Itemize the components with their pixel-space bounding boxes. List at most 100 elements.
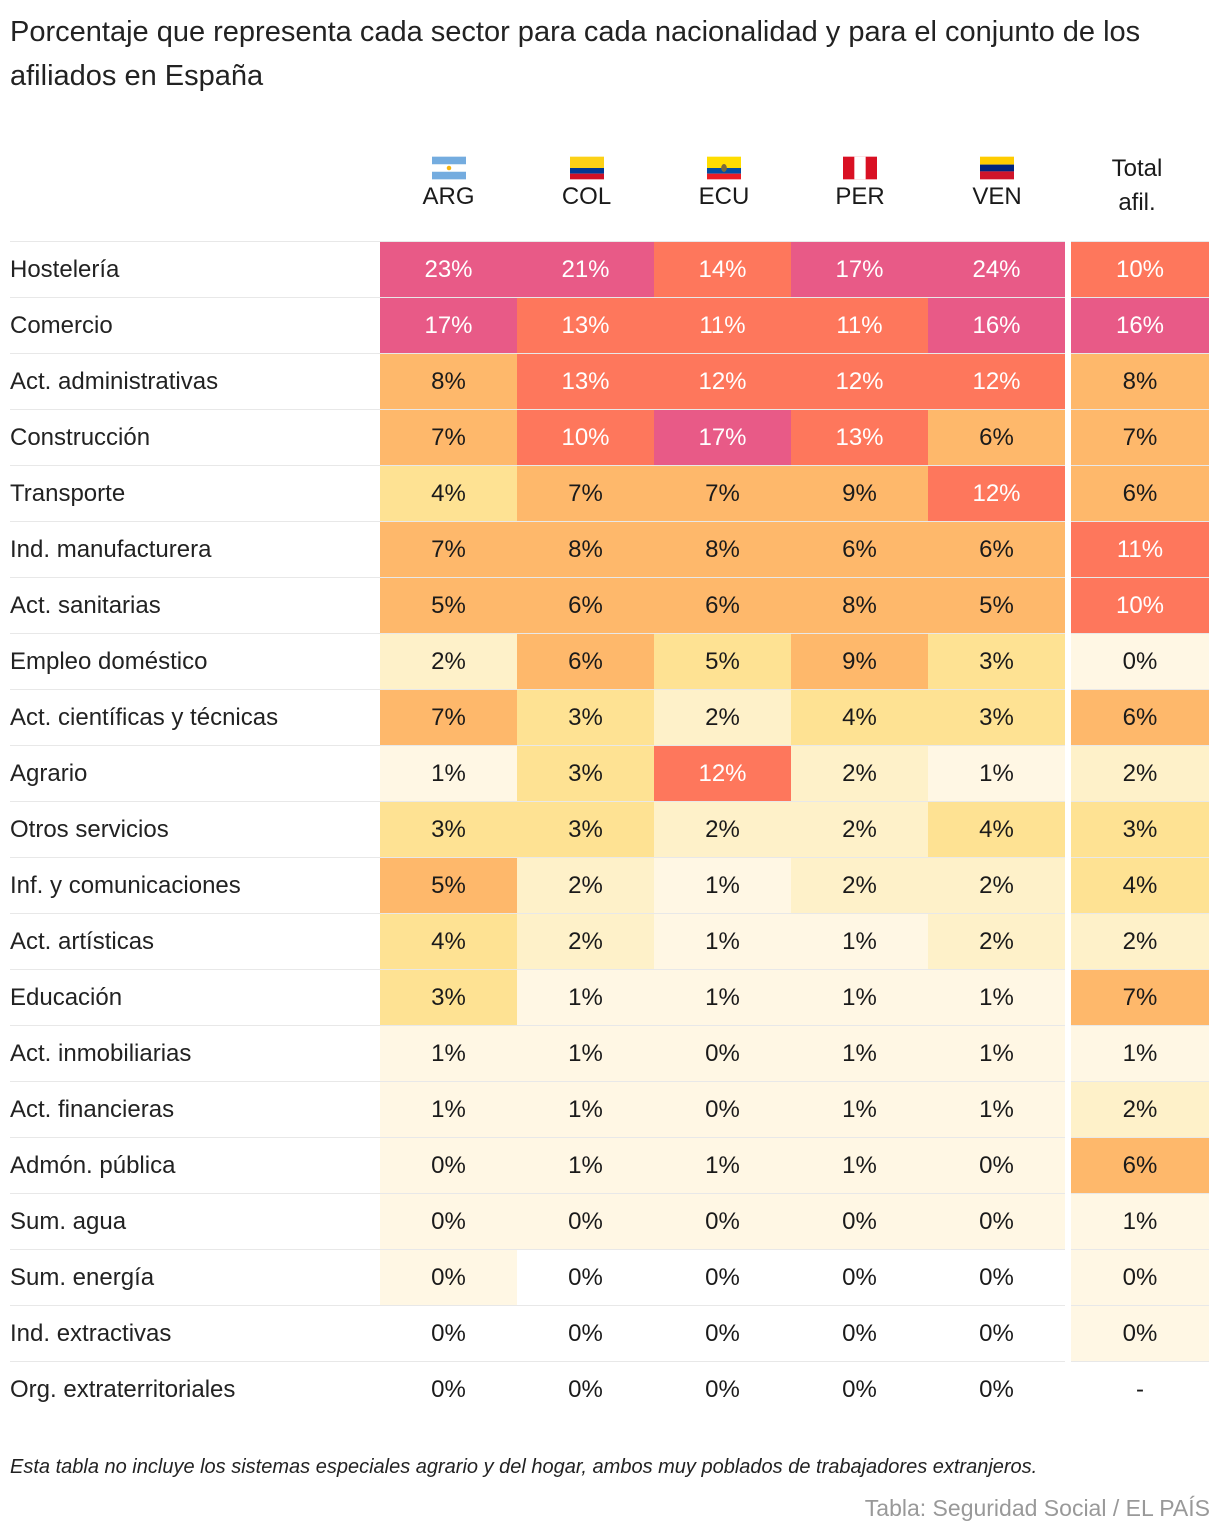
sector-table: Hostelería 23% 21% 14% 17% 24% 10% Comercio 17% 1…: [10, 241, 1209, 1417]
value-cell: 0%: [928, 1193, 1065, 1250]
value-cell: 5%: [654, 633, 791, 690]
total-cell: -: [1071, 1361, 1209, 1417]
value-cell: 0%: [791, 1193, 928, 1250]
value-cell: 0%: [928, 1361, 1065, 1417]
table-row: Hostelería 23% 21% 14% 17% 24% 10%: [10, 241, 1209, 298]
table-row: Act. científicas y técnicas 7% 3% 2% 4% 3% 6%: [10, 689, 1209, 746]
table-row: Act. inmobiliarias 1% 1% 0% 1% 1% 1%: [10, 1025, 1209, 1082]
value-cell: 2%: [517, 913, 654, 970]
sector-label: Act. inmobiliarias: [10, 1025, 380, 1082]
sector-label: Ind. extractivas: [10, 1305, 380, 1362]
sector-label: Educación: [10, 969, 380, 1026]
value-cell: 7%: [380, 521, 517, 578]
value-cell: 2%: [654, 689, 791, 746]
value-cell: 4%: [380, 913, 517, 970]
value-cell: 2%: [791, 857, 928, 914]
column-gap: [1065, 745, 1071, 802]
value-cell: 6%: [791, 521, 928, 578]
source-credit: Tabla: Seguridad Social / EL PAÍS: [864, 1495, 1210, 1521]
column-gap: [1065, 1249, 1071, 1306]
table-row: Ind. manufacturera 7% 8% 8% 6% 6% 11%: [10, 521, 1209, 578]
value-cell: 1%: [517, 1025, 654, 1082]
column-header-ecu: ECU: [656, 152, 792, 214]
sector-label: Act. sanitarias: [10, 577, 380, 634]
value-cell: 0%: [928, 1137, 1065, 1194]
value-cell: 0%: [517, 1249, 654, 1306]
column-gap: [1065, 577, 1071, 634]
total-cell: 8%: [1071, 353, 1209, 410]
value-cell: 12%: [654, 353, 791, 410]
value-cell: 6%: [654, 577, 791, 634]
total-cell: 6%: [1071, 465, 1209, 522]
value-cell: 0%: [380, 1305, 517, 1362]
value-cell: 12%: [791, 353, 928, 410]
total-cell: 10%: [1071, 577, 1209, 634]
value-cell: 6%: [517, 577, 654, 634]
value-cell: 0%: [654, 1249, 791, 1306]
value-cell: 2%: [791, 745, 928, 802]
value-cell: 0%: [517, 1305, 654, 1362]
value-cell: 0%: [791, 1305, 928, 1362]
value-cell: 12%: [928, 353, 1065, 410]
value-cell: 17%: [380, 297, 517, 354]
total-cell: 3%: [1071, 801, 1209, 858]
value-cell: 0%: [654, 1193, 791, 1250]
value-cell: 9%: [791, 465, 928, 522]
table-row: Empleo doméstico 2% 6% 5% 9% 3% 0%: [10, 633, 1209, 690]
total-cell: 16%: [1071, 297, 1209, 354]
table-row: Inf. y comunicaciones 5% 2% 1% 2% 2% 4%: [10, 857, 1209, 914]
table-row: Act. artísticas 4% 2% 1% 1% 2% 2%: [10, 913, 1209, 970]
value-cell: 21%: [517, 241, 654, 298]
column-gap: [1065, 1193, 1071, 1250]
table-row: Construcción 7% 10% 17% 13% 6% 7%: [10, 409, 1209, 466]
sector-label: Otros servicios: [10, 801, 380, 858]
value-cell: 5%: [928, 577, 1065, 634]
value-cell: 7%: [380, 689, 517, 746]
value-cell: 3%: [928, 689, 1065, 746]
column-gap: [1065, 465, 1071, 522]
value-cell: 1%: [517, 969, 654, 1026]
column-gap: [1065, 689, 1071, 746]
total-cell: 2%: [1071, 913, 1209, 970]
column-gap: [1065, 1361, 1071, 1417]
value-cell: 5%: [380, 577, 517, 634]
column-gap: [1065, 409, 1071, 466]
value-cell: 10%: [517, 409, 654, 466]
value-cell: 6%: [928, 521, 1065, 578]
table-row: Org. extraterritoriales 0% 0% 0% 0% 0% -: [10, 1361, 1209, 1417]
table-row: Comercio 17% 13% 11% 11% 16% 16%: [10, 297, 1209, 354]
value-cell: 12%: [654, 745, 791, 802]
table-row: Act. financieras 1% 1% 0% 1% 1% 2%: [10, 1081, 1209, 1138]
value-cell: 0%: [380, 1193, 517, 1250]
sector-label: Agrario: [10, 745, 380, 802]
value-cell: 4%: [380, 465, 517, 522]
sector-label: Org. extraterritoriales: [10, 1361, 380, 1417]
value-cell: 1%: [791, 969, 928, 1026]
value-cell: 7%: [654, 465, 791, 522]
sector-label: Hostelería: [10, 241, 380, 298]
value-cell: 1%: [517, 1081, 654, 1138]
value-cell: 1%: [791, 1025, 928, 1082]
sector-label: Sum. energía: [10, 1249, 380, 1306]
table-row: Transporte 4% 7% 7% 9% 12% 6%: [10, 465, 1209, 522]
table-row: Admón. pública 0% 1% 1% 1% 0% 6%: [10, 1137, 1209, 1194]
column-gap: [1065, 857, 1071, 914]
column-gap: [1065, 241, 1071, 298]
value-cell: 0%: [791, 1361, 928, 1417]
value-cell: 17%: [791, 241, 928, 298]
value-cell: 8%: [380, 353, 517, 410]
total-cell: 0%: [1071, 633, 1209, 690]
sector-label: Admón. pública: [10, 1137, 380, 1194]
value-cell: 0%: [928, 1249, 1065, 1306]
total-cell: 7%: [1071, 409, 1209, 466]
value-cell: 3%: [517, 689, 654, 746]
value-cell: 16%: [928, 297, 1065, 354]
sector-label: Sum. agua: [10, 1193, 380, 1250]
venezuela-flag-icon: [980, 156, 1014, 180]
sector-label: Ind. manufacturera: [10, 521, 380, 578]
value-cell: 2%: [791, 801, 928, 858]
column-header-arg: ARG: [380, 152, 517, 214]
value-cell: 0%: [517, 1361, 654, 1417]
value-cell: 6%: [517, 633, 654, 690]
value-cell: 0%: [654, 1025, 791, 1082]
